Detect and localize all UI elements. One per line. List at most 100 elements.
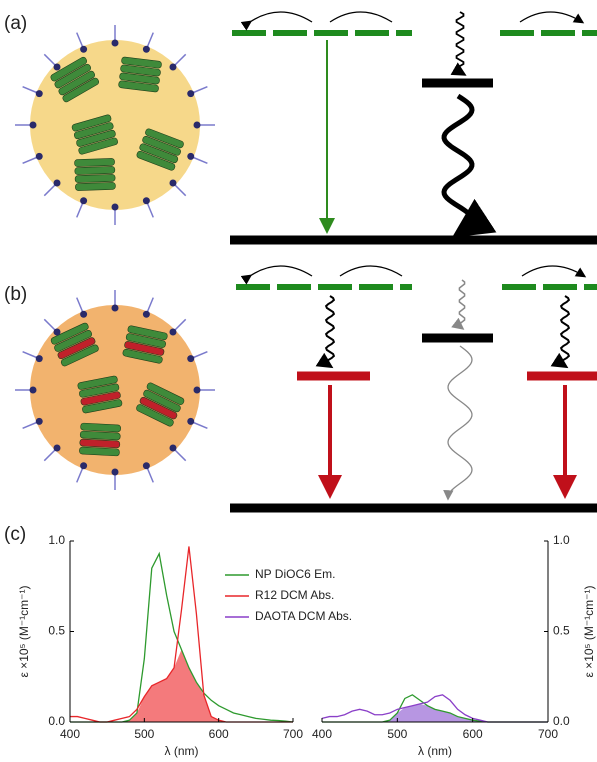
x-tick-label: 400 (60, 727, 80, 741)
dye (50, 322, 89, 345)
ligand-head (35, 90, 43, 98)
ligand-head (187, 90, 195, 98)
dye (71, 114, 112, 132)
ligand-head (187, 152, 195, 160)
legend-label: R12 DCM Abs. (255, 588, 334, 602)
relaxation-arrows (315, 11, 571, 501)
cluster (77, 375, 123, 414)
x-tick-label: 400 (312, 727, 332, 741)
dye (54, 63, 92, 89)
dye (139, 396, 178, 420)
ligand-head (53, 328, 61, 336)
dye (80, 391, 121, 406)
panel-label: (b) (4, 284, 27, 305)
dye (118, 80, 159, 93)
wavy-arrow (451, 279, 466, 330)
ligand-head (29, 386, 37, 394)
x-tick-label: 500 (387, 727, 407, 741)
cluster (122, 325, 168, 364)
dye (79, 430, 121, 441)
panel-label: (c) (4, 524, 26, 545)
dye (142, 135, 181, 156)
ligand-head (53, 179, 61, 187)
wavy-arrow (550, 295, 571, 369)
cluster (50, 322, 99, 367)
ligand-head (80, 462, 88, 470)
ligand-head (169, 444, 177, 452)
ligand-head (35, 152, 43, 160)
dye (77, 375, 118, 390)
x-axis-label: λ (nm) (165, 744, 199, 758)
legend-label: DAOTA DCM Abs. (255, 609, 352, 623)
x-tick-label: 700 (283, 727, 303, 741)
dye (50, 56, 88, 82)
ligand-head (80, 197, 88, 205)
ligand-head (111, 203, 119, 211)
wavy-arrow (441, 93, 497, 238)
dye (121, 56, 162, 69)
dye (76, 129, 116, 147)
dye (82, 399, 123, 414)
ligand-head (29, 121, 37, 129)
dye (146, 382, 185, 405)
transfer-arrow (250, 265, 584, 276)
dye (57, 337, 96, 360)
x-tick-label: 600 (463, 727, 483, 741)
y-tick-label: 0.0 (553, 714, 570, 728)
dye (60, 344, 99, 367)
y-axis-label: ε ×10⁵ (M⁻¹cm⁻¹) (582, 586, 596, 678)
ligand-head (111, 304, 119, 312)
ligand-head (53, 63, 61, 71)
ligand-head (142, 197, 150, 205)
ligand-head (142, 462, 150, 470)
dye-clusters (15, 25, 215, 490)
dye (119, 72, 160, 85)
overlap-area (322, 703, 548, 722)
dye (125, 333, 166, 348)
y-tick-label: 1.0 (48, 533, 65, 547)
y-tick-label: 0.5 (48, 624, 65, 638)
cluster (136, 382, 185, 427)
ligand-head (111, 468, 119, 476)
ligand-head (169, 328, 177, 336)
y-tick-label: 1.0 (553, 533, 570, 547)
ligand-head (187, 355, 195, 363)
dye (54, 329, 93, 352)
cluster (50, 56, 100, 103)
energy-diagram-b (230, 265, 597, 513)
cluster (118, 56, 162, 93)
dye (58, 70, 96, 96)
cluster (74, 158, 116, 191)
dye (79, 438, 121, 449)
x-axis-label: λ (nm) (418, 744, 452, 758)
cluster (71, 114, 118, 155)
ligand-head (193, 386, 201, 394)
dye (75, 182, 116, 191)
energy-diagram-a (230, 11, 597, 245)
dye (74, 166, 116, 175)
dye (143, 389, 181, 413)
x-tick-label: 700 (538, 727, 558, 741)
panel-label: (a) (4, 13, 27, 34)
wavy-arrow (443, 345, 473, 501)
dye (73, 122, 114, 140)
dye (79, 446, 120, 457)
ligand-head (80, 310, 88, 318)
ligand-head (111, 39, 119, 47)
y-tick-label: 0.0 (48, 714, 65, 728)
x-tick-label: 600 (209, 727, 229, 741)
ligand-head (142, 310, 150, 318)
ligand-head (53, 444, 61, 452)
dye (79, 383, 120, 398)
x-tick-label: 500 (134, 727, 154, 741)
dye (62, 77, 100, 103)
dye (136, 150, 176, 171)
overlap-area (70, 649, 293, 722)
dye (122, 348, 163, 364)
dye (80, 422, 121, 433)
cluster (79, 422, 121, 457)
y-tick-label: 0.5 (553, 624, 570, 638)
dye (124, 341, 165, 356)
